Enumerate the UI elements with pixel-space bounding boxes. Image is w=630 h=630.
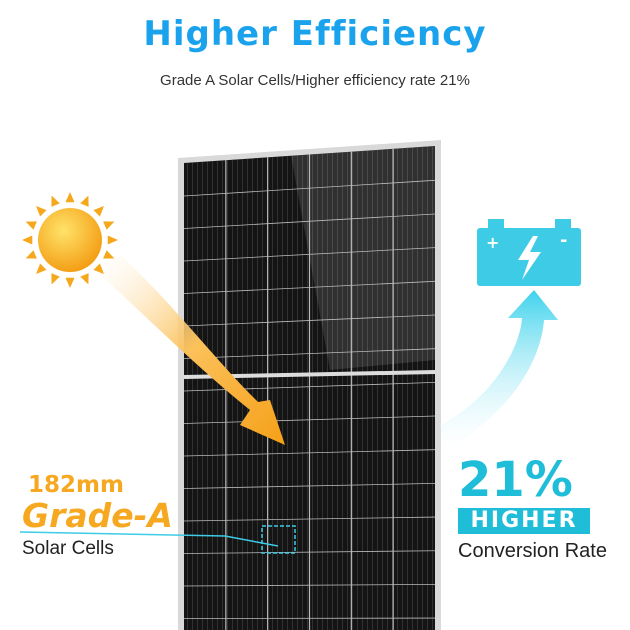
page-subtitle: Grade A Solar Cells/Higher efficiency ra… <box>160 72 470 89</box>
sun-ray <box>93 263 104 274</box>
conversion-label: Conversion Rate <box>458 540 607 562</box>
sun-ray <box>51 273 60 285</box>
sun-disc <box>38 208 102 272</box>
cell-gridline <box>184 550 435 554</box>
cyan-arrow-icon <box>440 290 558 450</box>
cell-gridline <box>184 584 435 587</box>
sun-ray <box>93 206 104 217</box>
higher-badge: HIGHER <box>458 508 590 534</box>
page-title: Higher Efficiency <box>143 14 487 54</box>
sun-ray <box>65 277 75 288</box>
cell-gridline <box>184 482 435 489</box>
cell-gridline <box>184 449 435 457</box>
cell-gridline <box>184 415 435 424</box>
sun-ray <box>103 221 115 230</box>
sun-ray <box>103 250 115 259</box>
svg-text:+: + <box>486 233 499 252</box>
sun-ray <box>25 250 37 259</box>
cell-highlight <box>19 525 296 554</box>
cell-gridline <box>184 314 435 327</box>
sun-ray <box>65 192 75 203</box>
sun-ray <box>36 263 47 274</box>
cell-gridline <box>184 213 435 229</box>
sun-ray <box>36 206 47 217</box>
orange-arrow-icon <box>95 255 285 445</box>
cell-gridline <box>184 179 435 197</box>
svg-text:-: - <box>560 230 567 251</box>
cells-label: Solar Cells <box>22 538 114 559</box>
sun-ray <box>22 235 33 245</box>
solar-panel <box>178 140 441 630</box>
sun-ray <box>51 195 60 207</box>
sun-ray <box>80 195 89 207</box>
cell-gridline <box>184 516 435 522</box>
sun-icon <box>22 192 118 288</box>
cell-gridline <box>184 348 435 359</box>
lightning-icon <box>518 236 541 280</box>
cell-gridline <box>184 247 435 262</box>
cell-size: 182mm <box>28 472 124 498</box>
cell-grade: Grade-A <box>22 496 173 535</box>
battery-icon: + - <box>477 219 581 286</box>
sun-ray <box>80 273 89 285</box>
efficiency-percent: 21% <box>458 452 573 508</box>
cell-gridline <box>184 280 435 294</box>
sun-ray <box>107 235 118 245</box>
sun-ray <box>25 221 37 230</box>
